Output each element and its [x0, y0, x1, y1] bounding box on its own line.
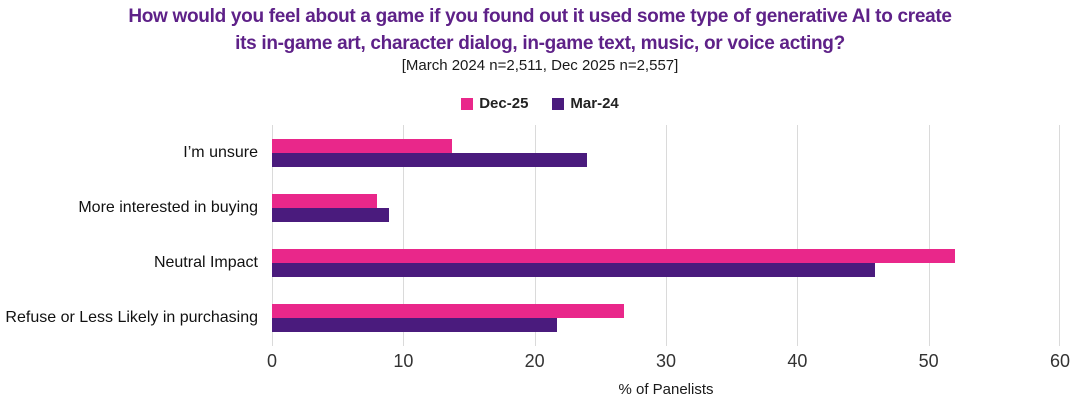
category-label-3: Refuse or Less Likely in purchasing	[5, 309, 258, 327]
bar-group-2	[272, 236, 1060, 291]
bar-mar-24-category-0	[272, 152, 588, 167]
bar-dec-25-category-2	[272, 249, 955, 264]
chart-subtitle: [March 2024 n=2,511, Dec 2025 n=2,557]	[401, 57, 679, 74]
bar-dec-25-category-0	[272, 138, 452, 153]
x-tick-label-60: 60	[1049, 351, 1071, 371]
legend-label-mar-24: Mar-24	[570, 95, 619, 112]
bar-group-3	[272, 291, 1060, 346]
legend-item-mar-24: Mar-24	[552, 95, 619, 112]
bar-mar-24-category-3	[272, 318, 557, 333]
category-label-0: I’m unsure	[183, 143, 258, 161]
bar-rows	[272, 125, 1060, 346]
bar-group-1	[272, 180, 1060, 235]
x-tick-label-50: 50	[918, 351, 939, 371]
title-line-2: its in-game art, character dialog, in-ga…	[235, 33, 845, 54]
plot-area	[272, 125, 1060, 346]
gridline-10	[403, 125, 405, 346]
x-tick-label-10: 10	[393, 351, 414, 371]
gridline-0	[272, 125, 273, 346]
title-line-1: How would you feel about a game if you f…	[128, 6, 952, 27]
category-label-2: Neutral Impact	[153, 254, 258, 272]
legend-swatch-mar-24	[552, 97, 565, 110]
bar-dec-25-category-1	[272, 193, 378, 208]
gridline-40	[797, 125, 799, 346]
gridline-20	[534, 125, 536, 346]
legend: Dec-25 Mar-24	[0, 95, 1080, 112]
x-tick-label-40: 40	[787, 351, 808, 371]
bar-mar-24-category-1	[272, 207, 389, 222]
x-tick-label-0: 0	[266, 351, 278, 371]
chart-title: How would you feel about a game if you f…	[0, 3, 1080, 57]
gridline-50	[928, 125, 930, 346]
bar-dec-25-category-3	[272, 304, 624, 319]
bar-group-0	[272, 125, 1060, 180]
legend-label-dec-25: Dec-25	[479, 95, 529, 112]
legend-swatch-dec-25	[461, 97, 474, 110]
x-tick-label-20: 20	[524, 351, 545, 371]
x-axis-ticks: 0 10 20 30 40 50 60	[267, 351, 1070, 373]
gridline-60	[1059, 125, 1060, 346]
x-axis-title: % of Panelists	[618, 381, 714, 398]
gridline-30	[666, 125, 667, 346]
bar-mar-24-category-2	[272, 263, 875, 278]
category-labels: I’m unsure More interested in buying Neutr…	[0, 125, 258, 346]
legend-item-dec-25: Dec-25	[461, 95, 528, 112]
category-label-1: More interested in buying	[78, 198, 258, 216]
x-tick-label-30: 30	[655, 351, 677, 371]
